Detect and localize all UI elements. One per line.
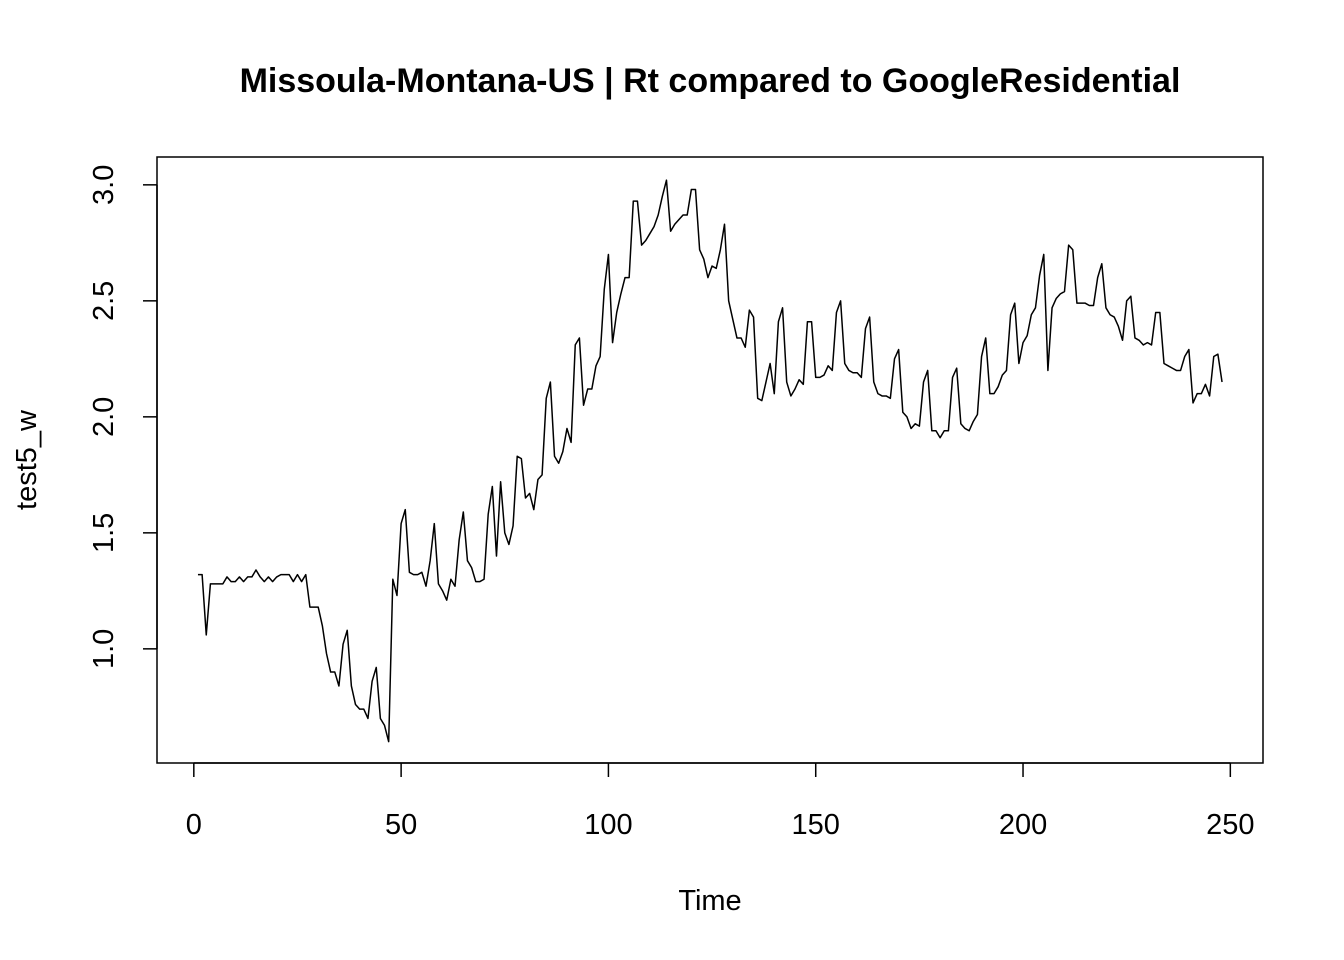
y-tick-label: 2.5 xyxy=(88,281,120,321)
x-tick-label: 0 xyxy=(186,809,202,841)
x-tick-label: 50 xyxy=(385,809,417,841)
y-tick-label: 1.0 xyxy=(88,629,120,669)
y-tick-label: 1.5 xyxy=(88,513,120,553)
y-tick-label: 3.0 xyxy=(88,165,120,205)
x-tick-label: 150 xyxy=(792,809,840,841)
x-tick-label: 100 xyxy=(584,809,632,841)
plot-box xyxy=(156,156,1264,764)
chart-title: Missoula-Montana-US | Rt compared to Goo… xyxy=(240,62,1181,100)
y-tick-label: 2.0 xyxy=(88,397,120,437)
x-tick-label: 250 xyxy=(1206,809,1254,841)
data-line xyxy=(197,179,1223,743)
x-axis-label: Time xyxy=(678,885,741,917)
x-tick-label: 200 xyxy=(999,809,1047,841)
y-axis-label: test5_w xyxy=(11,409,43,510)
